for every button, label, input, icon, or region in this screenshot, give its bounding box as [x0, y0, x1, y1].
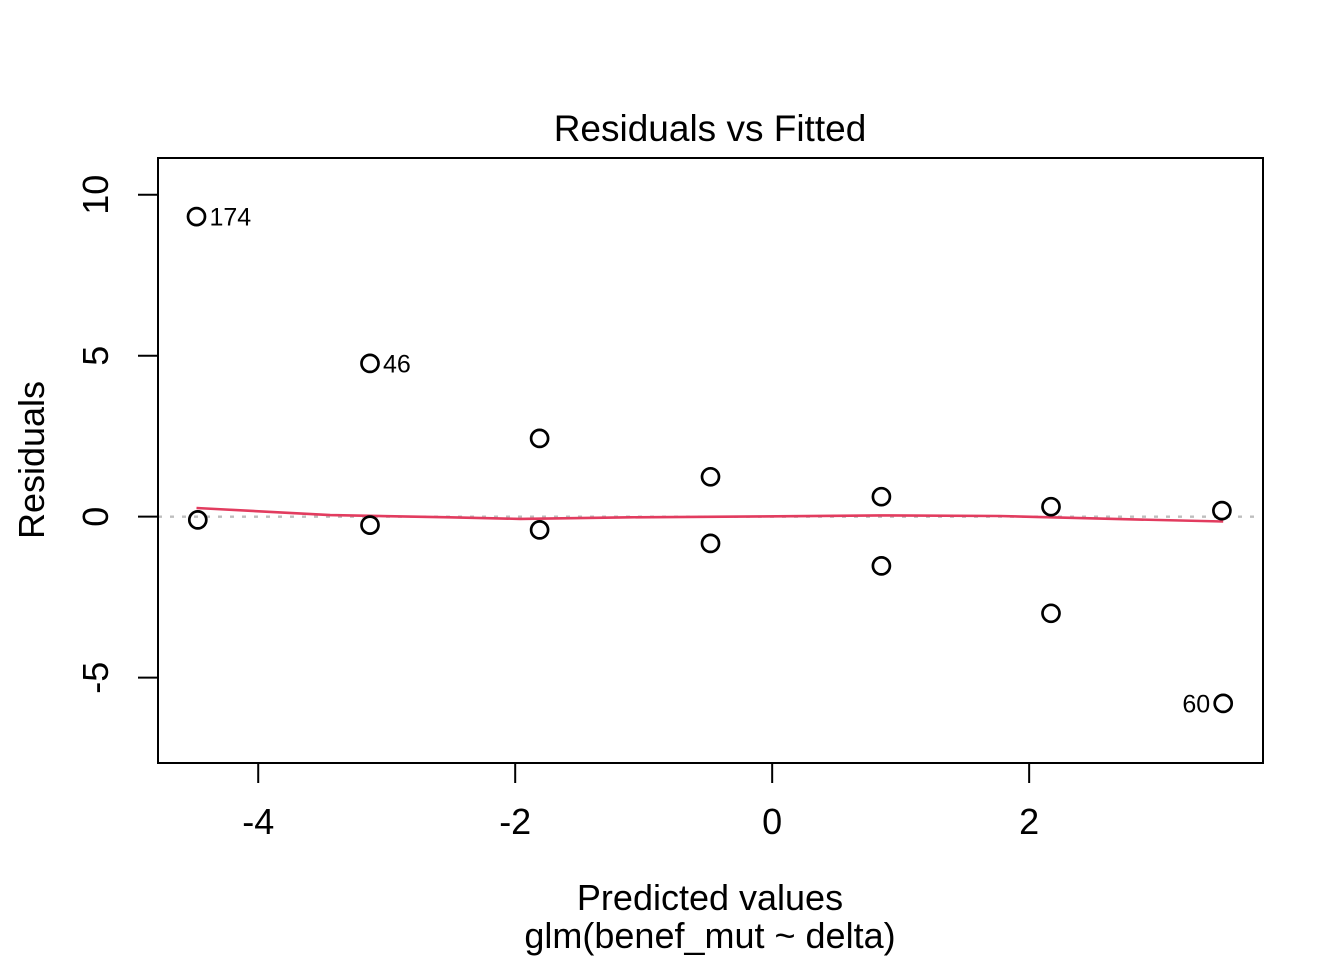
x-axis-sublabel: glm(benef_mut ~ delta) [524, 915, 895, 956]
x-tick-label: -4 [242, 801, 274, 842]
y-tick-label: 10 [75, 175, 116, 215]
x-tick-label: 2 [1019, 801, 1039, 842]
data-point [871, 556, 892, 576]
y-tick-label: -5 [75, 662, 116, 694]
data-point [529, 520, 550, 540]
data-point [1041, 603, 1061, 624]
data-point [1212, 500, 1232, 521]
y-tick-label: 5 [75, 346, 116, 366]
data-point [700, 466, 721, 487]
point-label: 46 [383, 350, 411, 378]
point-label: 60 [1182, 690, 1210, 718]
chart-geometry: -4 -2 0 2 10 5 0 -5 174 46 60 [75, 157, 1264, 842]
lowess-smooth-line [196, 506, 1224, 523]
data-point [871, 486, 892, 507]
data-point [700, 533, 721, 554]
chart-title: Residuals vs Fitted [554, 108, 867, 149]
data-point [186, 206, 207, 227]
x-tick-label: 0 [762, 801, 782, 842]
data-point [360, 515, 380, 535]
point-label: 174 [210, 204, 252, 232]
data-point [360, 353, 380, 374]
x-axis-label: Predicted values [577, 877, 843, 918]
data-point [187, 510, 208, 530]
x-tick-label: -2 [499, 801, 531, 842]
plot-box [157, 157, 1264, 764]
y-axis-label: Residuals [11, 381, 52, 539]
data-point [1041, 496, 1061, 517]
data-point [529, 428, 550, 449]
data-point [1213, 693, 1234, 714]
y-tick-label: 0 [75, 507, 116, 527]
